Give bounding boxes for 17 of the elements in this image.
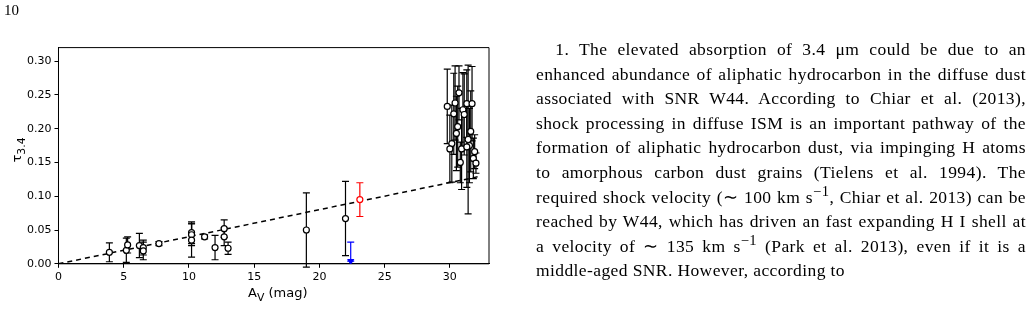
x-tick-label: 0: [54, 270, 62, 284]
y-tick-label: 0.15: [26, 155, 52, 169]
x-tick-label: 10: [181, 270, 196, 284]
x-tick-label: 20: [312, 270, 327, 284]
x-axis-title: A$_{V}$ (mag): [248, 285, 308, 304]
text: 1. The elevated absorption of 3.4 μm could be due to an enhanced abundance of aliphatic hydrocarbon in the diffuse dust associated with SNR W44. According to Chiar et al. (2013), shock processing in diffuse ISM is an important pathway of the formation of aliphatic hydrocarbon dust, via impinging H atoms to amorphous carbon dust grains (Tielens et al. 1994). The required shock velocity (∼ 100 km s$^{−1}$, Chiar et al. 2013) can be reached by W44, which has driven an fast expanding H I shell at a velocity of ∼ 135 km s$^{−1}$ (Park et al. 2013), even if it is a middle-aged SNR. However, according to: [536, 39, 1026, 281]
y-tick-label: 0.10: [26, 189, 52, 203]
y-tick-label: 0.00: [26, 256, 52, 270]
x-tick-label: 5: [120, 270, 128, 284]
y-tick-label: 0.25: [26, 87, 52, 101]
x-tick-label: 15: [247, 270, 262, 284]
y-tick-label: 0.20: [26, 121, 52, 135]
x-tick-label: 30: [442, 270, 457, 284]
text: 10: [4, 2, 19, 19]
x-tick-label: 25: [377, 270, 392, 284]
y-tick-label: 0.05: [26, 222, 52, 236]
y-tick-label: 0.30: [26, 53, 52, 67]
